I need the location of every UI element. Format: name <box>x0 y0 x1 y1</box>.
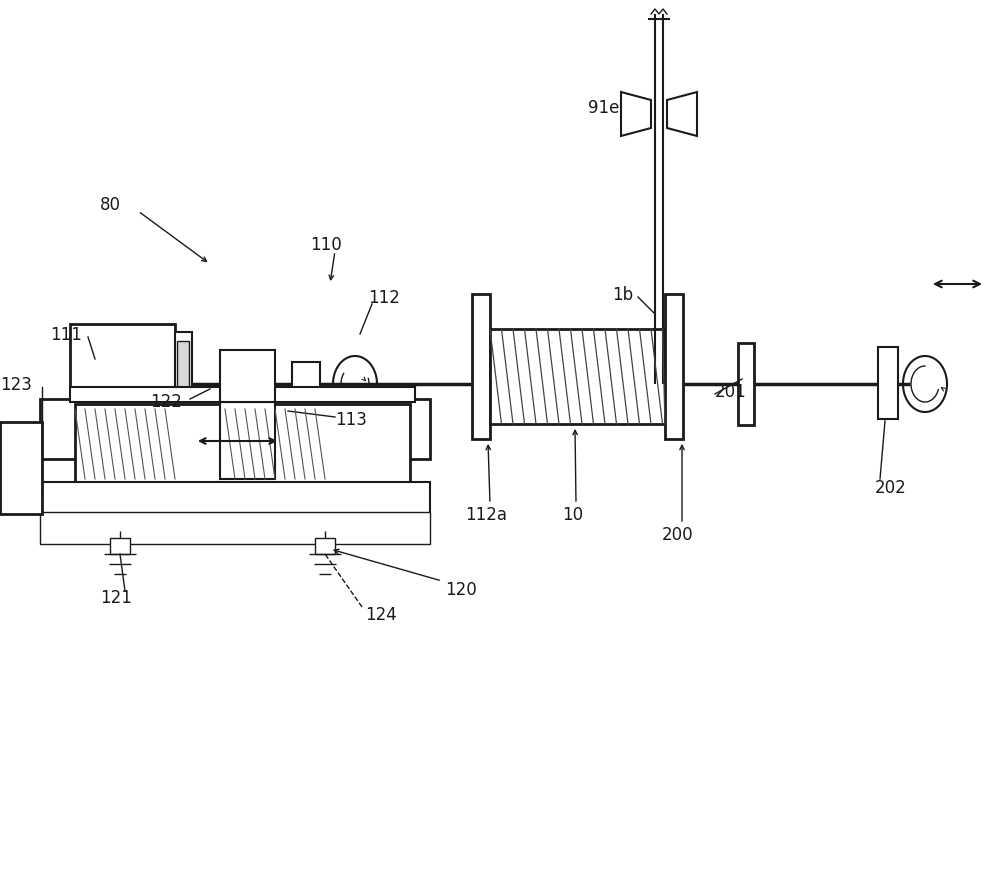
Text: 201: 201 <box>715 382 747 401</box>
Polygon shape <box>667 93 697 136</box>
Text: 121: 121 <box>100 588 132 607</box>
Text: 202: 202 <box>875 479 907 496</box>
Bar <box>75 405 410 484</box>
Text: 200: 200 <box>662 526 694 543</box>
Text: 112: 112 <box>368 289 400 307</box>
Text: 112a: 112a <box>465 506 507 523</box>
Bar <box>472 295 490 440</box>
Text: 111: 111 <box>50 326 82 343</box>
Text: 113: 113 <box>335 410 367 428</box>
Text: 1b: 1b <box>612 286 633 303</box>
Bar <box>40 513 430 544</box>
Bar <box>175 333 192 408</box>
Polygon shape <box>621 93 651 136</box>
Bar <box>292 362 320 407</box>
Text: 110: 110 <box>310 235 342 254</box>
Bar <box>40 482 430 514</box>
Text: 120: 120 <box>445 580 477 599</box>
Text: 124: 124 <box>365 606 397 623</box>
Bar <box>0 422 42 514</box>
Bar <box>177 342 189 400</box>
Text: 122: 122 <box>150 393 182 410</box>
Text: 123: 123 <box>0 375 32 394</box>
Bar <box>70 388 415 402</box>
Text: 10: 10 <box>562 506 583 523</box>
Bar <box>738 343 754 426</box>
Bar <box>40 400 430 460</box>
Bar <box>878 348 898 420</box>
Bar <box>70 325 175 415</box>
Bar <box>110 539 130 554</box>
Bar <box>220 389 275 480</box>
Bar <box>220 350 275 402</box>
Bar <box>65 413 250 425</box>
Bar <box>665 295 683 440</box>
Text: 91e: 91e <box>588 99 619 116</box>
Bar <box>315 539 335 554</box>
Bar <box>490 329 665 425</box>
Text: 80: 80 <box>100 196 121 214</box>
